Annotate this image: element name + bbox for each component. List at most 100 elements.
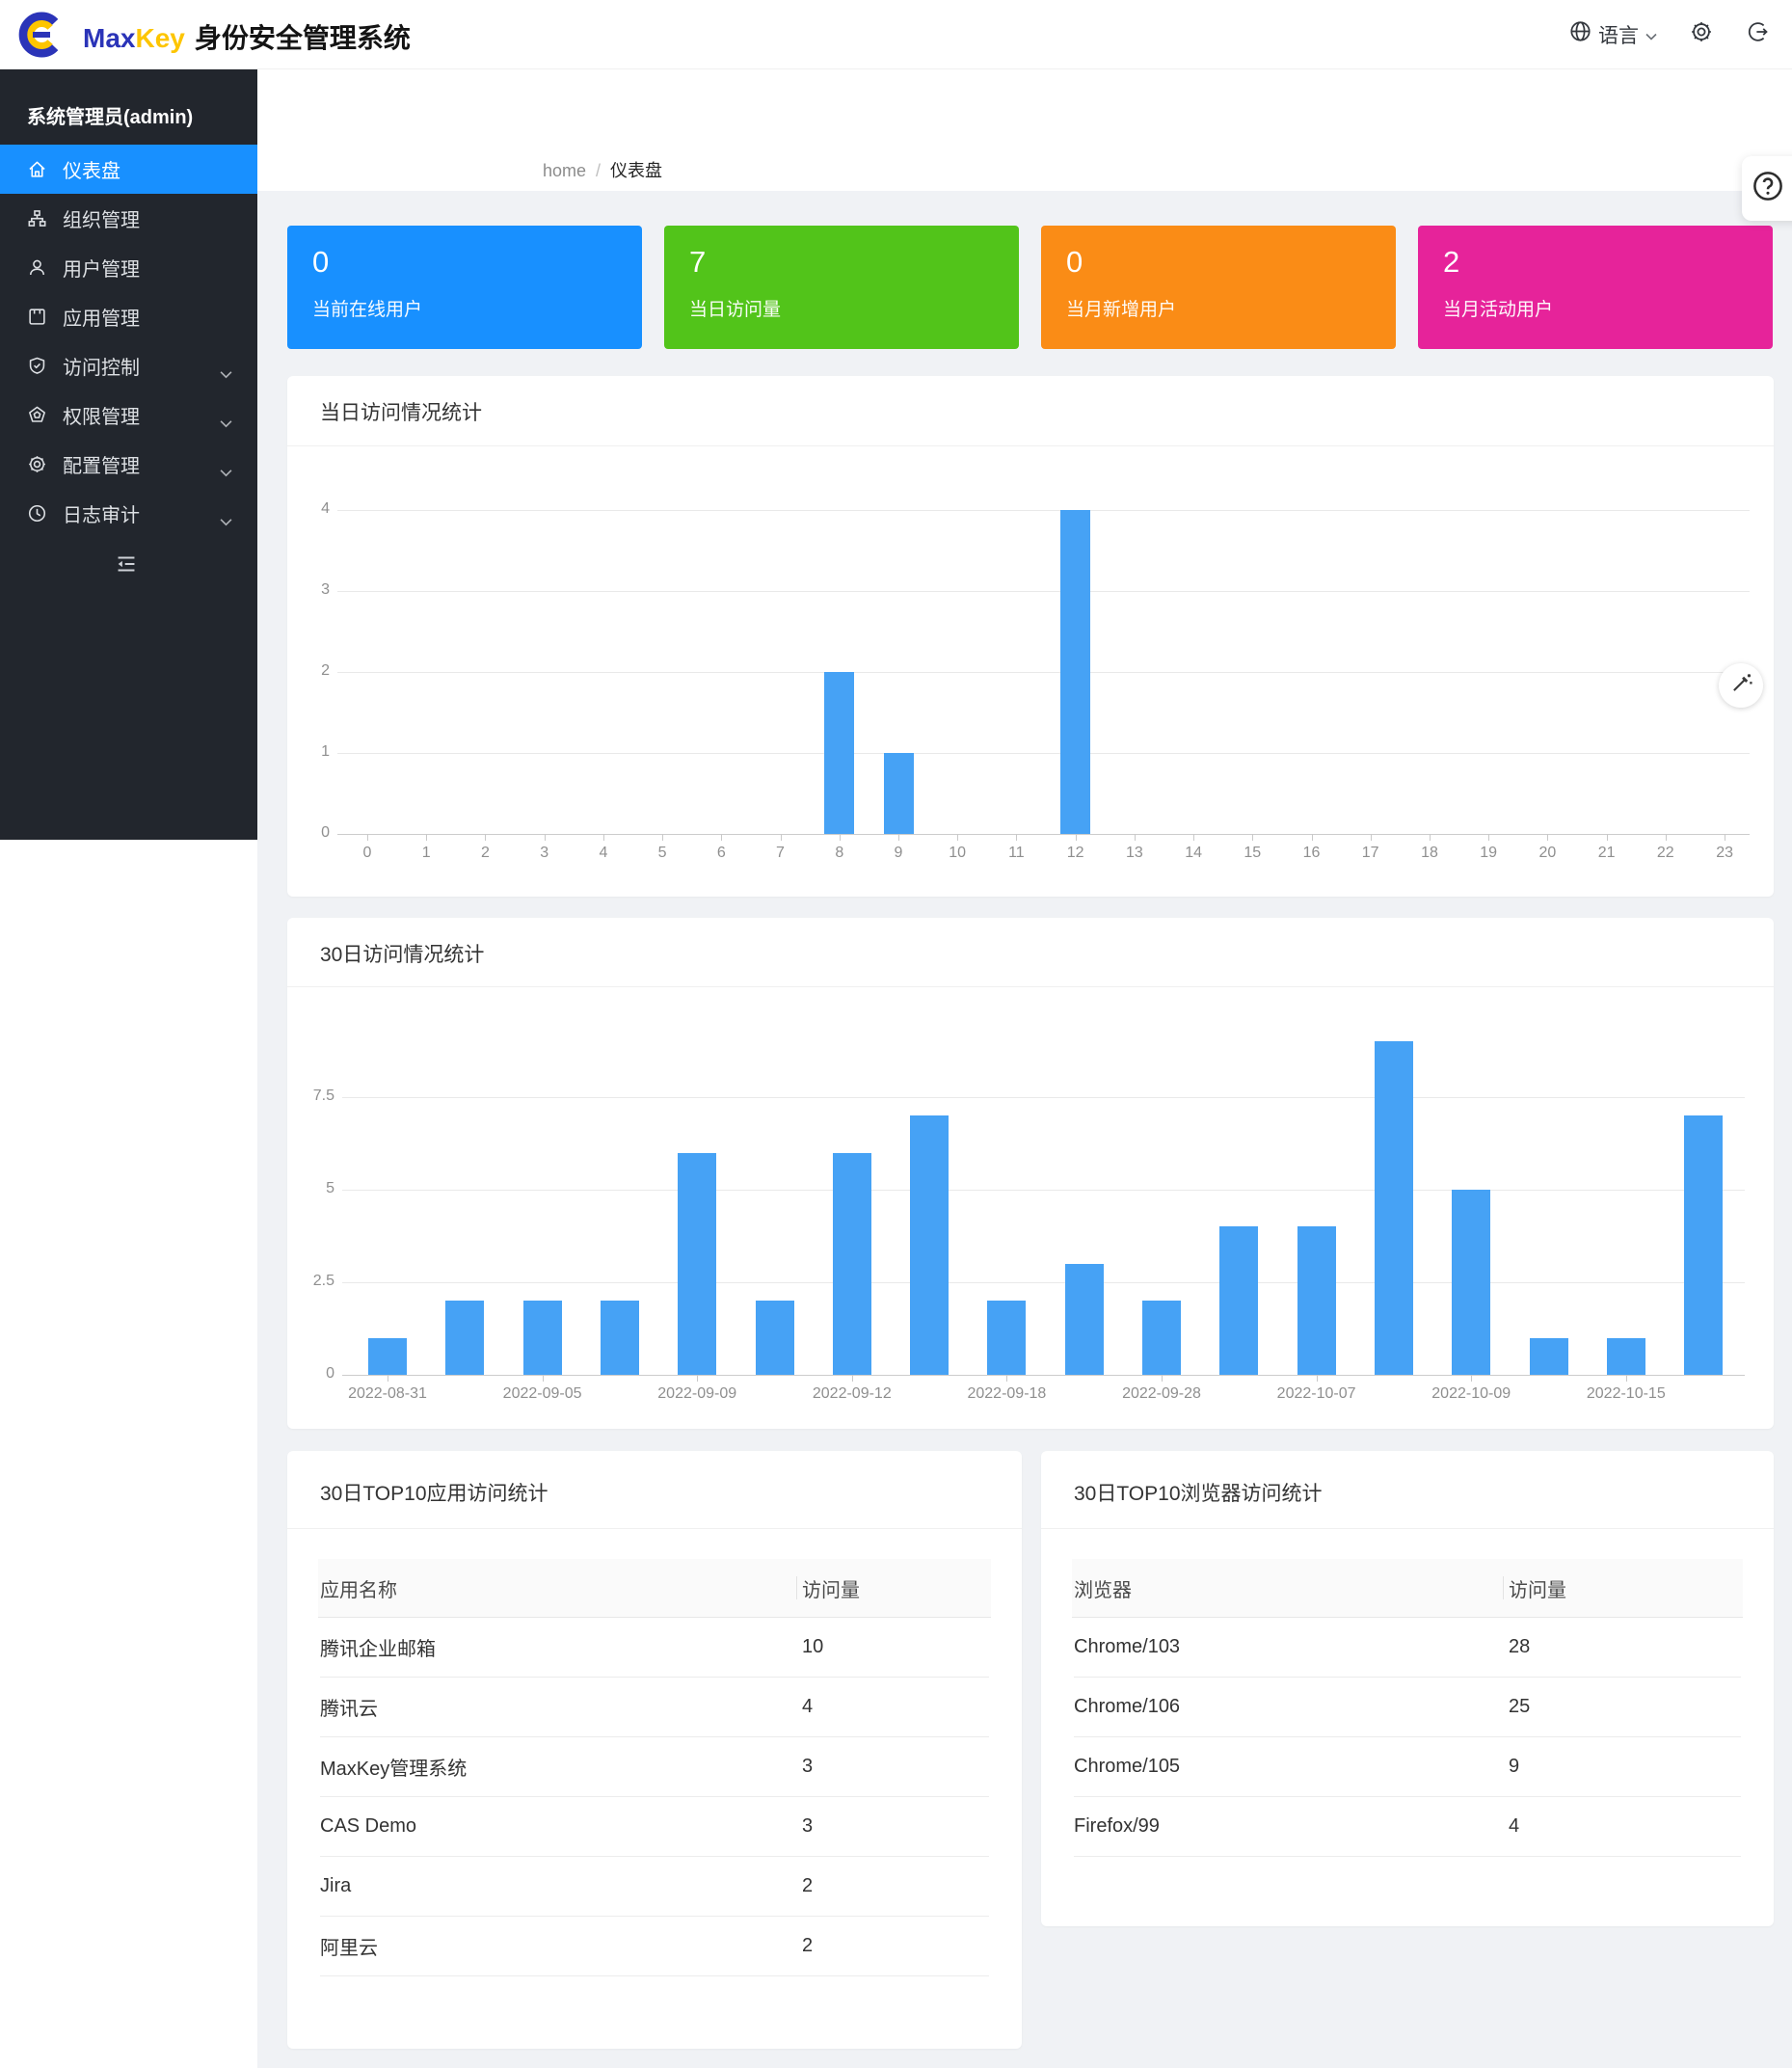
y-tick-label: 0: [326, 1365, 334, 1382]
table-cell-count: 25: [1509, 1695, 1531, 1717]
clock-icon: [27, 503, 47, 524]
gear-icon: [1690, 20, 1713, 48]
gridline: [337, 591, 1750, 592]
logout-icon: [1746, 20, 1769, 48]
table-cell-count: 2: [802, 1934, 814, 1956]
maxkey-logo-icon: [15, 8, 64, 67]
sidebar: 系统管理员(admin) 仪表盘 组织管理 用户管理 应用管理 访问控制 权限管理 配置管理…: [0, 68, 257, 840]
x-tick-mark: [662, 834, 664, 841]
table-cell-count: 9: [1509, 1755, 1520, 1777]
x-tick-mark: [1006, 1375, 1008, 1382]
table-cell-name: 阿里云: [320, 1937, 378, 1959]
x-tick-label: 9: [894, 845, 903, 861]
sidebar-item-app[interactable]: 应用管理: [0, 292, 257, 341]
stat-card-value: 7: [689, 245, 707, 279]
y-tick-label: 0: [321, 824, 330, 841]
table-cell-count: 28: [1509, 1635, 1531, 1657]
panel-title: 30日TOP10应用访问统计: [320, 1483, 548, 1505]
bar: [987, 1301, 1027, 1375]
language-label: 语言: [1598, 24, 1639, 47]
x-tick-mark: [1606, 834, 1608, 841]
top10-browsers-table: 浏览器 访问量 Chrome/103 28 Chrome/106 25 Chrome/105…: [1041, 1451, 1774, 1926]
x-tick-mark: [1075, 834, 1077, 841]
language-menu[interactable]: 语言: [1569, 20, 1657, 49]
gridline: [337, 672, 1750, 673]
sidebar-item-clock[interactable]: 日志审计: [0, 489, 257, 538]
sidebar-menu: 仪表盘组织管理用户管理 应用管理访问控制权限管理配置管理日志审计: [0, 145, 257, 538]
x-tick-label: 15: [1244, 845, 1262, 861]
sidebar-item-label: 配置管理: [63, 456, 140, 477]
x-tick-label: 2022-10-07: [1276, 1385, 1356, 1402]
home-icon: [27, 159, 47, 179]
sidebar-item-org[interactable]: 组织管理: [0, 194, 257, 243]
y-tick-label: 5: [326, 1180, 334, 1196]
theme-wand-button[interactable]: [1719, 663, 1763, 708]
brand-key: Key: [135, 23, 185, 53]
table-cell-count: 4: [1509, 1814, 1520, 1837]
app-icon: [27, 307, 47, 327]
x-tick-label: 7: [776, 845, 785, 861]
x-tick-mark: [367, 834, 368, 841]
x-tick-mark: [1134, 834, 1136, 841]
bar: [883, 753, 914, 834]
gridline: [342, 1097, 1745, 1098]
table-cell-name: MaxKey管理系统: [320, 1758, 468, 1780]
x-tick-mark: [851, 1375, 853, 1382]
sidebar-item-user[interactable]: 用户管理: [0, 243, 257, 292]
magic-wand-icon: [1728, 671, 1753, 701]
x-tick-label: 17: [1361, 845, 1379, 861]
breadcrumb-home-link[interactable]: home: [543, 161, 587, 180]
x-tick-mark: [602, 834, 604, 841]
x-tick-label: 3: [540, 845, 549, 861]
x-tick-label: 13: [1125, 845, 1143, 861]
sidebar-item-label: 仪表盘: [63, 161, 120, 182]
x-tick-mark: [839, 834, 841, 841]
bar: [1297, 1226, 1336, 1375]
x-tick-label: 20: [1538, 845, 1557, 861]
x-tick-label: 0: [362, 845, 372, 861]
stat-card: 0 当月新增用户: [1041, 226, 1396, 349]
x-tick-label: 4: [599, 845, 608, 861]
sidebar-item-shield[interactable]: 访问控制: [0, 341, 257, 390]
breadcrumb-separator: /: [596, 161, 602, 180]
sidebar-item-home[interactable]: 仪表盘: [0, 145, 257, 194]
table-cell-name: Chrome/106: [1074, 1695, 1181, 1717]
collapse-sidebar-button[interactable]: [114, 551, 139, 581]
y-tick-label: 3: [321, 581, 330, 598]
x-tick-label: 2022-08-31: [348, 1385, 427, 1402]
panel-30day-visits: 30日访问情况统计 0 2.5 5 7.5 2022-08-31 2022-09-05 20…: [287, 918, 1774, 1429]
x-tick-label: 2022-09-28: [1122, 1385, 1201, 1402]
sidebar-item-label: 访问控制: [63, 358, 140, 379]
title-zone: home / 仪表盘 仪表盘: [257, 68, 1792, 239]
sidebar-item-label: 日志审计: [63, 505, 140, 526]
table-cell-name: 腾讯云: [320, 1698, 378, 1720]
sidebar-item-pentagon[interactable]: 权限管理: [0, 390, 257, 440]
logout-button[interactable]: [1746, 20, 1769, 48]
x-tick-mark: [1471, 1375, 1473, 1382]
sidebar-item-gear[interactable]: 配置管理: [0, 440, 257, 489]
help-button[interactable]: [1742, 156, 1792, 221]
x-tick-label: 22: [1656, 845, 1674, 861]
sidebar-item-label: 组织管理: [63, 210, 140, 231]
panel-divider: [287, 445, 1774, 446]
x-tick-label: 2022-09-12: [812, 1385, 892, 1402]
x-tick-mark: [697, 1375, 699, 1382]
settings-button[interactable]: [1690, 20, 1713, 48]
table-row: 阿里云 2: [320, 1916, 989, 1976]
bar: [1219, 1226, 1259, 1375]
stat-card-label: 当前在线用户: [312, 300, 423, 320]
x-tick-mark: [1252, 834, 1254, 841]
panel-top10-apps: 30日TOP10应用访问统计 应用名称 访问量 腾讯企业邮箱 10 腾讯云 4 MaxKey…: [287, 1451, 1022, 2049]
y-tick-label: 4: [321, 500, 330, 517]
table-cell-name: Jira: [320, 1874, 352, 1896]
brand-max: Max: [83, 23, 136, 53]
shield-icon: [27, 356, 47, 376]
x-tick-label: 5: [657, 845, 667, 861]
x-tick-label: 12: [1066, 845, 1084, 861]
pentagon-icon: [27, 405, 47, 425]
x-tick-mark: [544, 834, 546, 841]
today-visits-chart: 0 1 2 3 4 0 1 2 3 4 5 6 7 8 9 10 11 12 13 14 15 16 17 18 19 20 21 2…: [287, 376, 1774, 897]
bar: [824, 672, 855, 834]
x-tick-mark: [1625, 1375, 1627, 1382]
y-tick-label: 1: [321, 743, 330, 760]
